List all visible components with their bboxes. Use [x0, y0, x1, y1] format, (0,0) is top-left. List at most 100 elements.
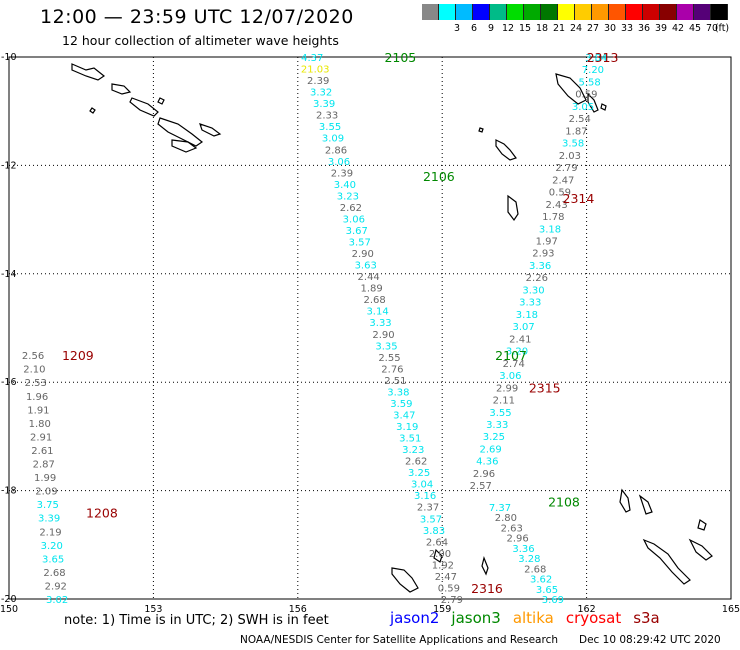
swh-value: 3.38 [387, 387, 409, 398]
swh-value: 3.33 [369, 318, 391, 329]
swh-value: 2.03 [559, 151, 581, 162]
swh-value: 2.57 [470, 481, 492, 492]
swh-value: 2.55 [378, 353, 400, 364]
island-shape [587, 92, 599, 113]
swh-value: 1.91 [27, 405, 49, 416]
swh-value: 3.67 [346, 226, 368, 237]
satellite-legend: jason2 jason3 altika cryosat s3a [390, 609, 672, 627]
swh-value: 3.58 [562, 139, 584, 150]
pass-id-label: 2316 [471, 581, 503, 596]
island-shape [600, 103, 607, 111]
swh-value: 2.63 [501, 523, 523, 534]
swh-value: 2.80 [495, 513, 517, 524]
swh-value: 3.57 [349, 238, 371, 249]
swh-value: 3.06 [343, 214, 365, 225]
legend-label: 39 [654, 23, 668, 34]
legend-label: 12 [501, 23, 515, 34]
swh-value: 3.75 [37, 500, 59, 511]
swh-value: 2.68 [363, 295, 385, 306]
island-shape [391, 567, 419, 593]
swh-value: 2.74 [503, 359, 525, 370]
swh-value: 3.69 [542, 595, 564, 606]
swh-value: 1.97 [536, 237, 558, 248]
swh-value: 3.57 [420, 514, 442, 525]
swh-value: 2.87 [33, 460, 55, 471]
swh-value: 1.78 [542, 212, 564, 223]
generated-timestamp: Dec 10 08:29:42 UTC 2020 [579, 634, 721, 646]
swh-value: 3.25 [483, 432, 505, 443]
island-shape [111, 83, 132, 95]
swh-value: 3.47 [393, 410, 415, 421]
map-title: 12:00 — 23:59 UTC 12/07/2020 [40, 6, 354, 28]
swh-value: 2.47 [435, 572, 457, 583]
pass-id-label: 2105 [384, 50, 416, 65]
swh-value: 2.39 [331, 168, 353, 179]
swh-value: 0.59 [438, 583, 460, 594]
island-shape [433, 548, 443, 563]
swh-value: 2.64 [426, 537, 448, 548]
legend-swatch [711, 4, 728, 20]
swh-value: 2.62 [405, 457, 427, 468]
swh-value: 2.11 [493, 396, 515, 407]
swh-value: 3.19 [396, 422, 418, 433]
island-shape [697, 519, 707, 531]
swh-value: 3.62 [530, 575, 552, 586]
swh-value: 3.18 [516, 310, 538, 321]
lat-tick-label: -14 [1, 269, 17, 280]
pass-id-label: 2106 [423, 169, 455, 184]
swh-value: 2.96 [473, 469, 495, 480]
legend-swatch [439, 4, 456, 20]
swh-value: 2.69 [479, 444, 501, 455]
legend-label: 27 [586, 23, 600, 34]
legend-label: 6 [470, 23, 478, 34]
footnote: note: 1) Time is in UTC; 2) SWH is in fe… [64, 613, 329, 628]
swh-value: 3.06 [328, 157, 350, 168]
pass-id-label: 2315 [529, 381, 561, 396]
island-shape [157, 97, 165, 105]
swh-value: 3.18 [539, 224, 561, 235]
lat-tick-label: -12 [1, 160, 17, 171]
legend-swatch [592, 4, 609, 20]
lon-tick-label: 162 [578, 604, 596, 615]
lon-tick-label: 156 [289, 604, 307, 615]
satellite-name: s3a [633, 609, 660, 627]
swh-value: 3.36 [529, 261, 551, 272]
island-shape [481, 556, 489, 576]
swh-value: 2.90 [352, 249, 374, 260]
swh-value: 3.07 [512, 322, 534, 333]
pass-id-label: 2108 [548, 494, 580, 509]
island-shape [688, 538, 713, 561]
legend-swatch [660, 4, 677, 20]
island-shape [171, 139, 198, 153]
swh-value: 1.87 [565, 126, 587, 137]
graticule: 150 153 156 159 162 165 -10 -12 -14 -16 -18 -20 [0, 52, 740, 615]
swh-value: 3.59 [390, 399, 412, 410]
legend-label: 18 [535, 23, 549, 34]
swh-value: 3.63 [355, 261, 377, 272]
swh-value: 3.39 [313, 99, 335, 110]
island-shape [89, 107, 96, 114]
swh-value: 2.33 [316, 111, 338, 122]
swh-value: 3.32 [310, 88, 332, 99]
swh-value: 2.99 [496, 383, 518, 394]
swh-value: 1.96 [26, 392, 48, 403]
pass-id-label: 2313 [587, 50, 619, 65]
satellite-name: altika [512, 609, 554, 627]
island-shape [495, 139, 517, 161]
satellite-name: jason2 [390, 609, 440, 627]
pass-id-label: 2314 [563, 191, 595, 206]
legend-swatch [558, 4, 575, 20]
swh-value: 2.39 [307, 76, 329, 87]
swh-value: 3.65 [42, 554, 64, 565]
swh-value: 0.59 [575, 90, 597, 101]
legend-swatch [677, 4, 694, 20]
swh-value: 2.53 [25, 378, 47, 389]
pass-id-label: 1209 [62, 348, 94, 363]
swh-value: 2.26 [526, 273, 548, 284]
swh-value: 3.04 [411, 480, 433, 491]
swh-value: 3.23 [337, 191, 359, 202]
swh-value: 2.61 [31, 446, 53, 457]
altimeter-tracks: 4.3721.032.393.323.392.333.553.092.863.0… [22, 53, 607, 606]
swh-value: 2.68 [43, 568, 65, 579]
